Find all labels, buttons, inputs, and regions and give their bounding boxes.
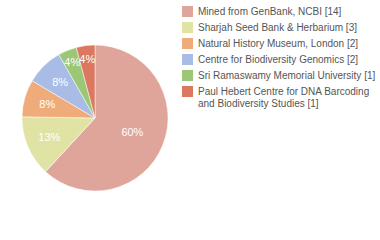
legend-line: Mined from GenBank, NCBI [14] (198, 6, 342, 17)
data-label: 13% (38, 131, 60, 143)
data-label: 4% (79, 52, 95, 64)
legend-label: Mined from GenBank, NCBI [14] (198, 6, 342, 17)
legend-swatch (182, 22, 193, 33)
legend-swatch (182, 54, 193, 65)
pie-slice (22, 117, 95, 172)
legend-swatch (182, 6, 193, 17)
legend-line: Centre for Biodiversity Genomics [2] (198, 54, 358, 65)
legend-label: Sri Ramaswamy Memorial University [1] (198, 70, 375, 81)
data-label: 8% (52, 76, 68, 88)
legend-swatch (182, 70, 193, 81)
legend: Mined from GenBank, NCBI [14] Sharjah See… (182, 6, 375, 109)
legend-label: Natural History Museum, London [2] (198, 38, 358, 49)
legend-line: Natural History Museum, London [2] (198, 38, 358, 49)
legend-line: Sharjah Seed Bank & Herbarium [3] (198, 22, 357, 33)
legend-label: Sharjah Seed Bank & Herbarium [3] (198, 22, 357, 33)
chart: 60% 13% 8% 8% 4%4% Mined from GenBank, NCBI [… (0, 0, 380, 240)
data-label: 8% (39, 98, 55, 110)
legend-label: Paul Hebert Centre for DNA Barcodingand … (198, 86, 369, 109)
data-label: 60% (121, 126, 143, 138)
legend-swatch (182, 86, 193, 97)
pie-slice (76, 45, 95, 118)
legend-line: Paul Hebert Centre for DNA Barcoding (198, 86, 369, 97)
legend-label: Centre for Biodiversity Genomics [2] (198, 54, 358, 65)
pie: 60% 13% 8% 8% 4%4% (22, 45, 168, 191)
legend-line: Sri Ramaswamy Memorial University [1] (198, 70, 375, 81)
legend-line: and Biodiversity Studies [1] (198, 98, 319, 109)
legend-swatch (182, 38, 193, 49)
data-label: 4% (64, 56, 80, 68)
